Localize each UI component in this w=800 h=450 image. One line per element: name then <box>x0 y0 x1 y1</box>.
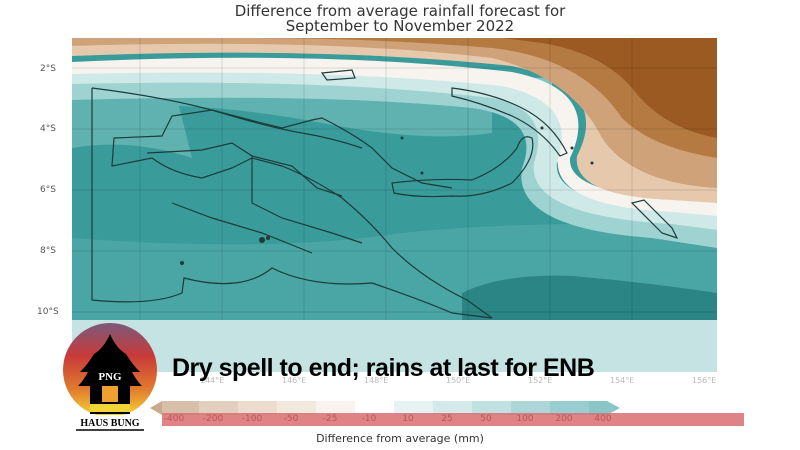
colorbar-ticks: -400 -200 -100 -50 -25 -10 10 25 50 100 … <box>162 414 632 426</box>
lat-label-4s: 4°S <box>40 124 56 134</box>
lat-label-8s: 8°S <box>40 246 56 256</box>
colorbar-tick: -25 <box>322 414 338 424</box>
map-title-line1: Difference from average rainfall forecas… <box>234 2 566 20</box>
colorbar <box>150 400 620 415</box>
colorbar-tick: 100 <box>516 414 534 424</box>
red-caption-band <box>162 413 744 426</box>
png-haus-bung-logo: PNG HAUS BUNG <box>60 322 160 434</box>
logo-top-text: PNG <box>98 371 122 383</box>
colorbar-label: Difference from average (mm) <box>316 432 484 445</box>
lon-label-156e: 156°E <box>692 376 717 385</box>
lon-label-150e: 150°E <box>446 376 471 385</box>
colorbar-tick: 200 <box>555 414 573 424</box>
lon-label-146e: 146°E <box>282 376 307 385</box>
logo-bottom-text: HAUS BUNG <box>80 418 139 429</box>
rainfall-anomaly-map <box>72 38 717 320</box>
news-headline: Dry spell to end; rains at last for ENB <box>172 354 595 382</box>
colorbar-tick: 10 <box>402 414 414 424</box>
colorbar-tick: -200 <box>202 414 224 424</box>
colorbar-tick: 400 <box>594 414 612 424</box>
colorbar-tick: 25 <box>441 414 453 424</box>
lat-label-2s: 2°S <box>40 64 56 74</box>
lon-label-148e: 148°E <box>364 376 389 385</box>
lat-label-6s: 6°S <box>40 185 56 195</box>
colorbar-tick: -400 <box>163 414 185 424</box>
colorbar-tick: -50 <box>283 414 299 424</box>
colorbar-tick: 50 <box>480 414 492 424</box>
lon-label-144e: 144°E <box>200 376 225 385</box>
lat-label-10s: 10°S <box>37 307 59 317</box>
map-lower-haze <box>72 320 717 372</box>
colorbar-tick: -100 <box>241 414 263 424</box>
map-title-line2: September to November 2022 <box>285 17 515 35</box>
lon-label-152e: 152°E <box>528 376 553 385</box>
colorbar-tick: -10 <box>361 414 377 424</box>
lon-label-154e: 154°E <box>610 376 635 385</box>
